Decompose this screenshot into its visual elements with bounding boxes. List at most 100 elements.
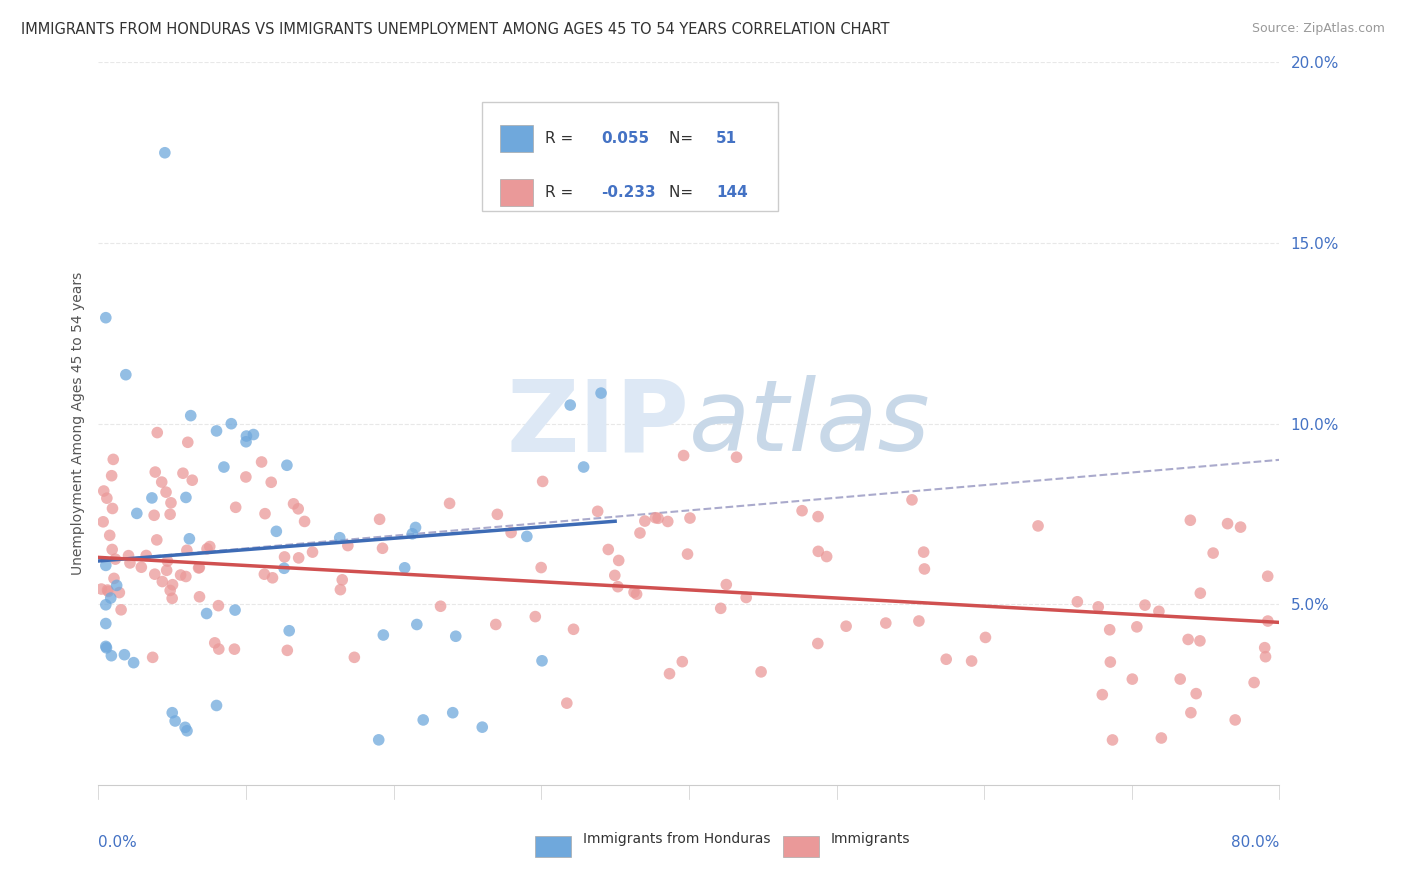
Point xyxy=(343,650,366,665)
Point xyxy=(143,465,166,479)
Point xyxy=(524,609,547,624)
Point xyxy=(253,507,276,521)
Point xyxy=(273,561,295,575)
Point xyxy=(1150,731,1173,745)
Point xyxy=(94,558,117,573)
Point xyxy=(368,512,391,526)
Point xyxy=(676,547,699,561)
Text: 144: 144 xyxy=(716,185,748,200)
Point xyxy=(606,580,628,594)
Text: 0.055: 0.055 xyxy=(602,131,650,145)
Point xyxy=(235,470,257,484)
Text: N=: N= xyxy=(669,185,697,200)
Point xyxy=(162,706,183,720)
Point xyxy=(912,545,935,559)
Point xyxy=(626,587,648,601)
Point xyxy=(1243,675,1265,690)
Point xyxy=(174,569,197,583)
Point xyxy=(628,526,651,541)
Point xyxy=(749,665,772,679)
Point xyxy=(1147,604,1170,618)
Point xyxy=(644,510,666,524)
Point xyxy=(276,458,298,473)
Text: 80.0%: 80.0% xyxy=(1232,835,1279,850)
FancyBboxPatch shape xyxy=(536,836,571,857)
Text: IMMIGRANTS FROM HONDURAS VS IMMIGRANTS UNEMPLOYMENT AMONG AGES 45 TO 54 YEARS CO: IMMIGRANTS FROM HONDURAS VS IMMIGRANTS U… xyxy=(21,22,890,37)
Point xyxy=(716,577,738,591)
Point xyxy=(412,713,434,727)
Point xyxy=(1189,586,1212,600)
Point xyxy=(1225,713,1247,727)
Point xyxy=(187,561,209,575)
FancyBboxPatch shape xyxy=(501,125,533,152)
Point xyxy=(647,511,669,525)
Point xyxy=(658,666,681,681)
Y-axis label: Unemployment Among Ages 45 to 54 years: Unemployment Among Ages 45 to 54 years xyxy=(70,272,84,575)
Point xyxy=(283,497,305,511)
Point xyxy=(1229,520,1251,534)
Point xyxy=(262,571,284,585)
Point xyxy=(901,492,924,507)
Point xyxy=(266,524,288,539)
Point xyxy=(1216,516,1239,531)
Point xyxy=(208,642,231,657)
Point xyxy=(207,599,229,613)
Point xyxy=(531,475,554,489)
Point xyxy=(807,636,830,650)
Point xyxy=(160,496,183,510)
Point xyxy=(150,475,173,489)
Point xyxy=(235,434,257,449)
Point xyxy=(301,545,323,559)
Point xyxy=(572,460,595,475)
Point xyxy=(486,508,509,522)
Point xyxy=(204,636,226,650)
Point xyxy=(294,515,316,529)
Point xyxy=(912,562,935,576)
Point xyxy=(141,491,163,505)
Point xyxy=(101,542,124,557)
FancyBboxPatch shape xyxy=(783,836,818,857)
Point xyxy=(1026,519,1049,533)
Point xyxy=(807,509,830,524)
Point xyxy=(156,554,179,568)
Point xyxy=(100,468,122,483)
Point xyxy=(172,467,194,481)
Point xyxy=(1168,672,1191,686)
Point xyxy=(278,624,301,638)
Point xyxy=(250,455,273,469)
Point xyxy=(118,556,141,570)
Point xyxy=(373,628,395,642)
Point xyxy=(146,425,169,440)
Point xyxy=(1257,569,1279,583)
Point xyxy=(101,501,124,516)
Point xyxy=(405,617,427,632)
Point xyxy=(221,417,243,431)
Point xyxy=(100,648,122,663)
FancyBboxPatch shape xyxy=(482,103,778,211)
Point xyxy=(153,145,176,160)
Point xyxy=(330,573,353,587)
Point xyxy=(96,491,118,505)
Point xyxy=(235,429,257,443)
Point xyxy=(371,541,394,556)
Point xyxy=(405,520,427,534)
Point xyxy=(935,652,957,666)
Point xyxy=(710,601,733,615)
Point xyxy=(471,720,494,734)
Point xyxy=(100,591,122,605)
Point xyxy=(603,568,626,582)
Point xyxy=(516,529,538,543)
Point xyxy=(607,553,630,567)
Point xyxy=(1091,688,1114,702)
Point xyxy=(1133,598,1156,612)
Point xyxy=(287,550,309,565)
Text: Immigrants from Honduras: Immigrants from Honduras xyxy=(582,832,770,847)
Point xyxy=(96,640,118,655)
Text: atlas: atlas xyxy=(689,376,931,472)
Point xyxy=(429,599,451,614)
Point xyxy=(591,386,613,401)
Point xyxy=(329,531,352,545)
Text: ZIP: ZIP xyxy=(506,376,689,472)
Point xyxy=(725,450,748,465)
Point xyxy=(125,507,148,521)
